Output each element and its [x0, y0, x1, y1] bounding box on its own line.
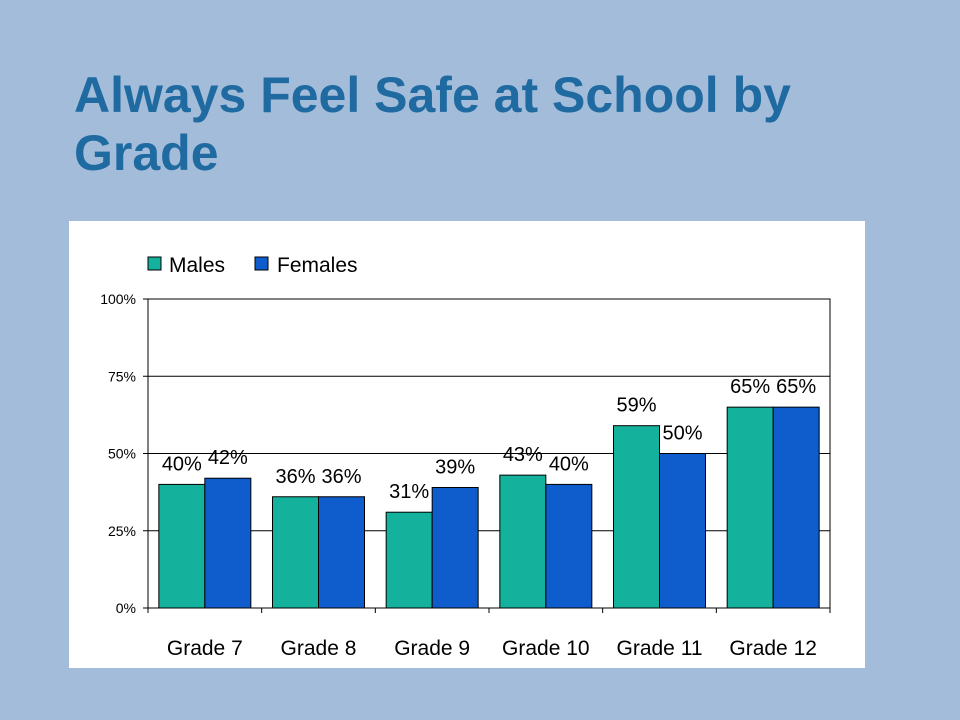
y-tick-label: 50% [108, 446, 136, 462]
bar-females-grade-8 [318, 496, 365, 609]
bar-males-grade-7 [158, 483, 206, 609]
legend-label-females: Females [277, 254, 358, 277]
bar-males-grade-9 [385, 511, 433, 609]
bar-females-grade-9 [431, 486, 479, 609]
data-label: 50% [662, 423, 702, 445]
x-category-label: Grade 11 [617, 637, 703, 660]
bar-females-grade-12 [772, 406, 820, 609]
legend-swatch-females [254, 256, 269, 271]
bar-chart: Males Females 0% 25% 50% 75% 100% 40% 42% Grade… [100, 254, 831, 660]
chart-panel: Males Females 0% 25% 50% 75% 100% 40% 42% Grade… [69, 221, 865, 668]
data-label: 65% [730, 376, 770, 398]
data-label: 36% [275, 466, 315, 488]
x-category-label: Grade 8 [281, 637, 357, 660]
y-tick-label: 100% [100, 291, 136, 307]
y-tick-label: 0% [116, 600, 136, 616]
data-label: 43% [503, 444, 543, 466]
bar-males-grade-8 [272, 496, 319, 609]
bar-males-grade-11 [613, 425, 660, 609]
data-label: 40% [549, 453, 589, 475]
bar-females-grade-11 [659, 453, 706, 609]
data-label: 42% [208, 447, 248, 469]
x-category-label: Grade 12 [729, 637, 817, 660]
data-label: 36% [321, 466, 361, 488]
data-label: 40% [162, 453, 202, 475]
data-label: 59% [616, 395, 656, 417]
data-label: 39% [435, 456, 475, 478]
x-category-label: Grade 9 [394, 637, 470, 660]
bar-females-grade-10 [545, 483, 593, 609]
y-tick-label: 25% [108, 523, 136, 539]
x-category-label: Grade 10 [502, 637, 590, 660]
bar-males-grade-12 [726, 406, 774, 609]
x-category-label: Grade 7 [167, 637, 243, 660]
plot-area: 0% 25% 50% 75% 100% 40% 42% Grade 7 36% 36% Grade … [100, 291, 831, 660]
y-tick-label: 75% [108, 368, 136, 384]
bar-females-grade-7 [204, 477, 252, 609]
data-label: 65% [776, 376, 816, 398]
chart-legend: Males Females [147, 254, 358, 277]
slide-title: Always Feel Safe at School by Grade [74, 67, 791, 181]
plot-frame [147, 298, 831, 609]
bar-males-grade-10 [499, 474, 547, 609]
legend-label-males: Males [169, 254, 225, 277]
data-label: 31% [389, 481, 429, 503]
legend-swatch-males [147, 256, 162, 271]
